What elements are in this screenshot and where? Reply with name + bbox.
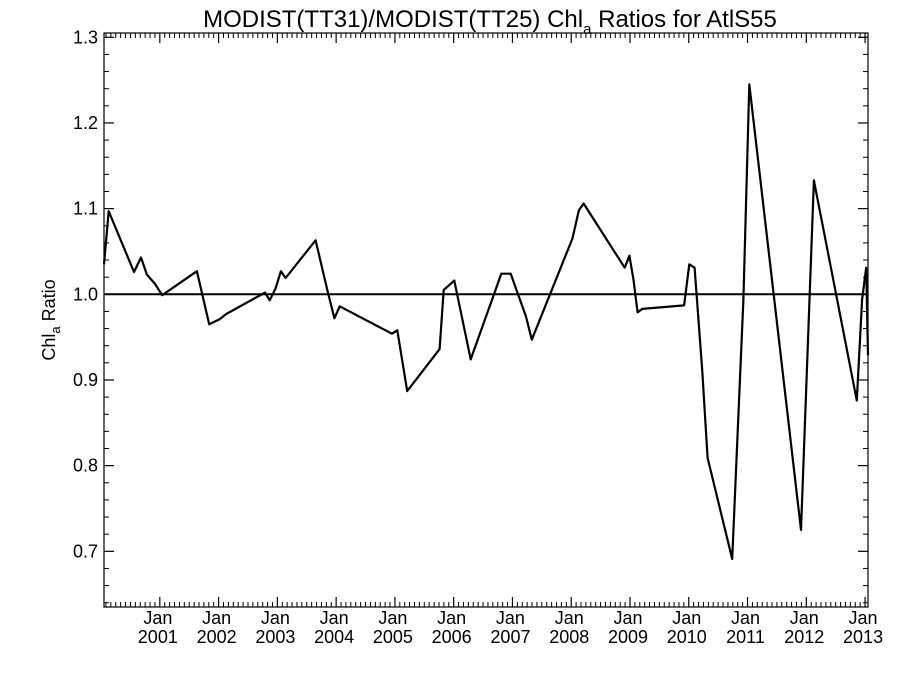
- y-tick-label: 0.7: [73, 541, 98, 561]
- x-tick-year-label: 2007: [490, 627, 530, 647]
- x-tick-month-label: Jan: [496, 608, 525, 628]
- y-tick-label: 1.1: [73, 199, 98, 219]
- x-tick-year-label: 2008: [549, 627, 589, 647]
- x-tick-month-label: Jan: [790, 608, 819, 628]
- x-tick-year-label: 2005: [373, 627, 413, 647]
- x-tick-month-label: Jan: [555, 608, 584, 628]
- x-tick-month-label: Jan: [202, 608, 231, 628]
- x-tick-year-label: 2011: [726, 627, 765, 647]
- x-tick-month-label: Jan: [731, 608, 760, 628]
- x-tick-year-label: 2006: [432, 627, 472, 647]
- minor-ticks: [104, 33, 868, 607]
- x-tick-year-label: 2003: [255, 627, 295, 647]
- x-tick-year-label: 2004: [314, 627, 354, 647]
- x-tick-year-label: 2012: [784, 627, 824, 647]
- x-tick-month-label: Jan: [672, 608, 701, 628]
- y-tick-label: 1.3: [73, 27, 98, 47]
- x-tick-year-label: 2013: [843, 627, 883, 647]
- y-tick-label: 1.0: [73, 284, 98, 304]
- x-tick-year-label: 2002: [197, 627, 237, 647]
- y-axis-label: Chla Ratio: [39, 279, 63, 360]
- x-tick-year-label: 2001: [138, 627, 178, 647]
- x-tick-month-label: Jan: [320, 608, 349, 628]
- x-tick-month-label: Jan: [378, 608, 407, 628]
- x-tick-month-label: Jan: [849, 608, 878, 628]
- chart-title: MODIST(TT31)/MODIST(TT25) Chla Ratios fo…: [203, 6, 777, 38]
- x-tick-month-label: Jan: [613, 608, 642, 628]
- x-tick-year-label: 2009: [608, 627, 648, 647]
- y-tick-label: 0.9: [73, 370, 98, 390]
- x-tick-month-label: Jan: [437, 608, 466, 628]
- y-tick-label: 0.8: [73, 456, 98, 476]
- y-tick-label: 1.2: [73, 113, 98, 133]
- x-ticks: Jan2001Jan2002Jan2003Jan2004Jan2005Jan20…: [138, 33, 883, 647]
- ratio-series-line: [102, 83, 870, 561]
- x-tick-month-label: Jan: [261, 608, 290, 628]
- x-tick-year-label: 2010: [667, 627, 707, 647]
- y-ticks: 0.7 0.8 0.9 1.0 1.1 1.2 1.3: [73, 27, 868, 561]
- x-tick-month-label: Jan: [143, 608, 172, 628]
